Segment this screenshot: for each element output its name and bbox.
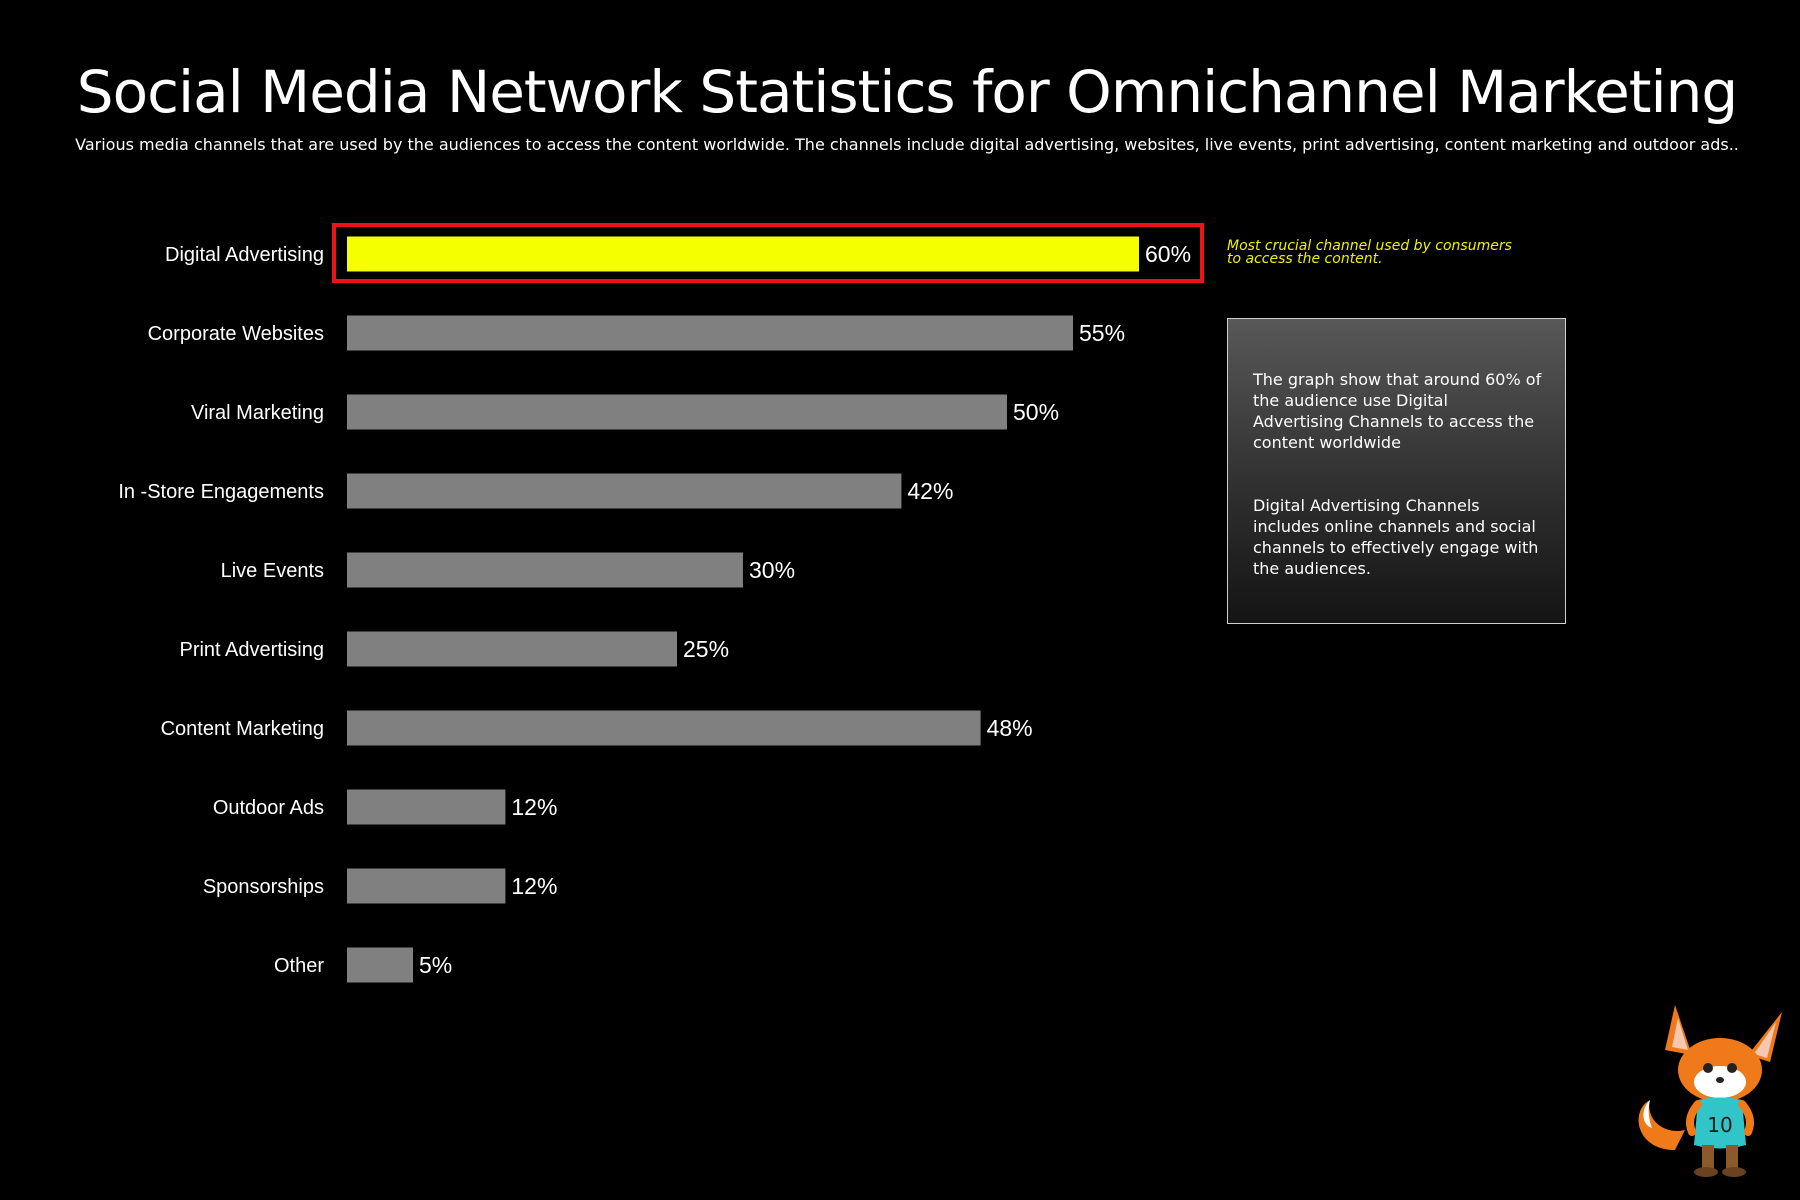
- bar-viral-marketing: [347, 394, 1007, 430]
- bar-content-marketing: [347, 710, 981, 746]
- note-paragraph-2: Digital Advertising Channels includes on…: [1253, 496, 1539, 578]
- page-title: Social Media Network Statistics for Omni…: [76, 58, 1738, 126]
- category-label: Sponsorships: [203, 876, 324, 898]
- bar-print-advertising: [347, 631, 677, 667]
- category-label: Outdoor Ads: [213, 797, 324, 819]
- bar-other: [347, 947, 413, 983]
- category-label: Digital Advertising: [165, 244, 324, 266]
- bar-outdoor-ads: [347, 789, 506, 825]
- category-label: In -Store Engagements: [118, 481, 324, 503]
- bar-sponsorships: [347, 868, 506, 904]
- value-label: 60%: [1145, 241, 1191, 267]
- highlight-box: [332, 223, 1204, 283]
- note-box: The graph show that around 60% of the au…: [1227, 318, 1566, 624]
- fox-shirt: [1694, 1097, 1746, 1149]
- fox-tail: [1638, 1100, 1685, 1150]
- value-label: 55%: [1079, 320, 1125, 346]
- page-subtitle: Various media channels that are used by …: [75, 135, 1739, 154]
- value-label: 5%: [419, 952, 452, 978]
- bar-corporate-websites: [347, 315, 1073, 351]
- fox-mascot-icon: 10: [1638, 1005, 1782, 1177]
- fox-tail-tip: [1643, 1100, 1652, 1128]
- value-label: 12%: [511, 873, 557, 899]
- category-label: Print Advertising: [179, 639, 324, 661]
- category-label: Live Events: [221, 560, 324, 582]
- value-label: 42%: [907, 478, 953, 504]
- category-label: Other: [274, 955, 324, 977]
- value-label: 30%: [749, 557, 795, 583]
- bar-live-events: [347, 552, 743, 588]
- bar-digital-advertising: [347, 236, 1139, 272]
- fox-badge-text: 10: [1707, 1113, 1732, 1137]
- fox-eye: [1727, 1063, 1737, 1073]
- value-label: 48%: [987, 715, 1033, 741]
- value-label: 50%: [1013, 399, 1059, 425]
- fox-leg: [1702, 1145, 1714, 1169]
- bar-in-store-engagements: [347, 473, 902, 509]
- value-label: 12%: [511, 794, 557, 820]
- note-paragraph-1: The graph show that around 60% of the au…: [1253, 370, 1542, 452]
- fox-eye: [1703, 1063, 1713, 1073]
- fox-nose: [1716, 1077, 1724, 1083]
- value-label: 25%: [683, 636, 729, 662]
- fox-leg: [1726, 1145, 1738, 1169]
- fox-right-ear: [1748, 1012, 1782, 1062]
- category-label: Viral Marketing: [191, 402, 324, 424]
- highlight-callout: Most crucial channel used by consumers t…: [1227, 238, 1512, 267]
- category-label: Corporate Websites: [148, 323, 324, 345]
- category-label: Content Marketing: [161, 718, 324, 740]
